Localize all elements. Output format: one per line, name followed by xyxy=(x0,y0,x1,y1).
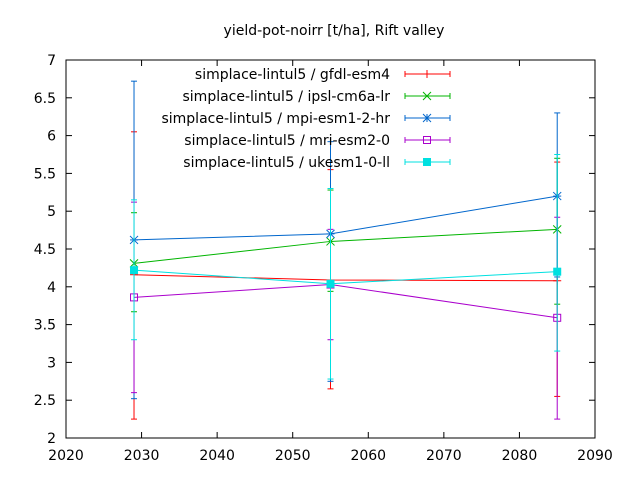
series-5 xyxy=(130,154,562,380)
legend-label: simplace-lintul5 / mpi-esm1-2-hr xyxy=(161,111,390,127)
y-tick-label: 5.5 xyxy=(34,166,56,182)
legend-label: simplace-lintul5 / ukesm1-0-ll xyxy=(183,155,390,171)
axes: 2020 2030 2040 2050 2060 2070 2080 2090 2 2.5 3 3.5… xyxy=(34,53,613,464)
x-tick-label: 2030 xyxy=(124,448,160,464)
series-2 xyxy=(129,157,562,313)
error-bar xyxy=(554,154,561,352)
legend-label: simplace-lintul5 / mri-esm2-0 xyxy=(184,133,390,149)
x-tick-label: 2090 xyxy=(577,448,613,464)
series-1 xyxy=(130,131,562,420)
x-tick-label: 2060 xyxy=(350,448,386,464)
y-tick-label: 5 xyxy=(47,204,56,220)
y-tick-label: 6 xyxy=(47,129,56,145)
series-line xyxy=(133,284,558,319)
point-marker xyxy=(423,158,431,166)
y-tick-label: 3 xyxy=(47,355,56,371)
y-tick-label: 3.5 xyxy=(34,318,56,334)
legend-item-5: simplace-lintul5 / ukesm1-0-ll xyxy=(183,155,451,171)
series-group xyxy=(129,80,562,420)
series-3 xyxy=(129,80,562,400)
series-line xyxy=(133,228,558,264)
x-tick-label: 2080 xyxy=(502,448,538,464)
y-tick-label: 4.5 xyxy=(34,242,56,258)
x-tick-label: 2050 xyxy=(275,448,311,464)
series-4 xyxy=(130,201,562,420)
y-tick-label: 2 xyxy=(47,431,56,447)
legend: simplace-lintul5 / gfdl-esm4 simplace-lin… xyxy=(161,67,451,171)
x-tick-label: 2070 xyxy=(426,448,462,464)
x-tick-label: 2020 xyxy=(48,448,84,464)
legend-item-4: simplace-lintul5 / mri-esm2-0 xyxy=(184,133,451,149)
point-marker xyxy=(422,113,432,123)
legend-item-3: simplace-lintul5 / mpi-esm1-2-hr xyxy=(161,111,451,127)
point-marker xyxy=(130,266,139,275)
y-tick-label: 7 xyxy=(47,53,56,69)
x-tick-label: 2040 xyxy=(199,448,235,464)
y-tick-label: 6.5 xyxy=(34,91,56,107)
series-line xyxy=(134,274,558,282)
point-marker xyxy=(553,267,562,276)
y-tick-label: 4 xyxy=(47,280,56,296)
y-tick-label: 2.5 xyxy=(34,393,56,409)
point-marker xyxy=(423,136,431,144)
legend-item-1: simplace-lintul5 / gfdl-esm4 xyxy=(195,67,451,83)
point-marker xyxy=(423,70,431,78)
series-line xyxy=(133,195,558,241)
legend-item-2: simplace-lintul5 / ipsl-cm6a-lr xyxy=(183,89,451,105)
series-line xyxy=(133,269,558,285)
legend-label: simplace-lintul5 / ipsl-cm6a-lr xyxy=(183,89,391,105)
point-marker xyxy=(326,279,335,288)
chart-title: yield-pot-noirr [t/ha], Rift valley xyxy=(224,23,445,39)
legend-label: simplace-lintul5 / gfdl-esm4 xyxy=(195,67,390,83)
point-marker xyxy=(422,91,432,101)
